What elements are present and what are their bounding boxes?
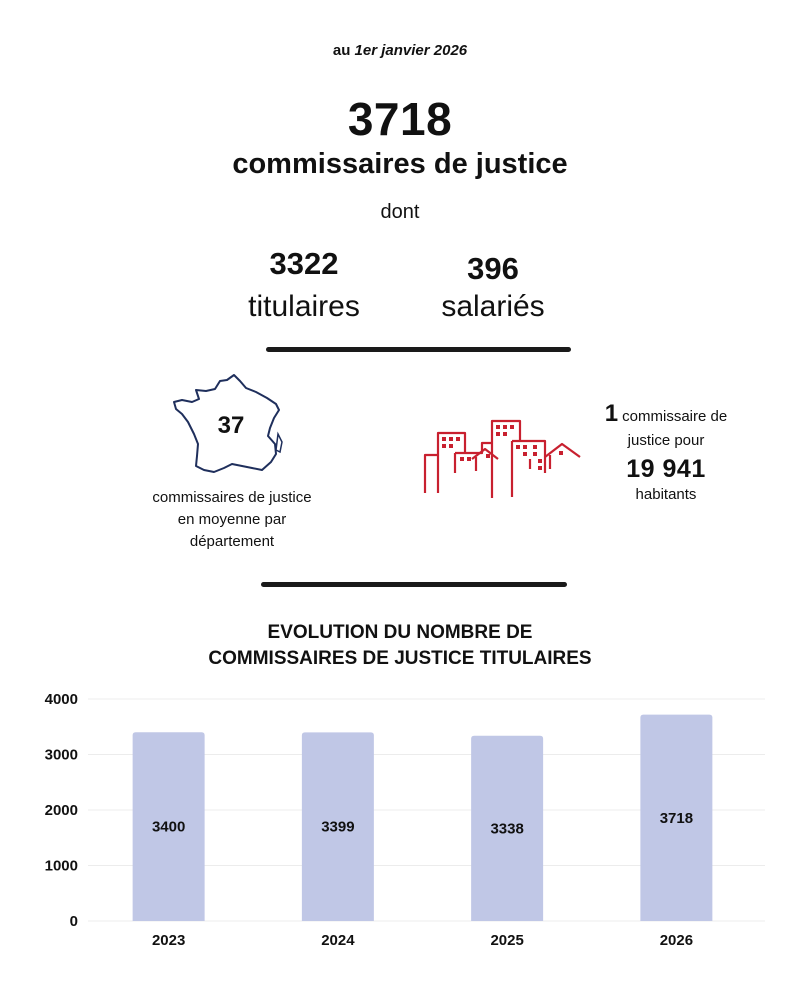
dont-label: dont	[380, 201, 420, 223]
y-tick-label: 4000	[45, 691, 78, 708]
bar	[640, 714, 713, 921]
x-tick-label: 2023	[152, 932, 185, 949]
ratio-unit: habitants	[635, 486, 697, 503]
avg-number: 37	[217, 412, 245, 439]
bar-chart: 0 1000 2000 3000 4000 3400 2023 3399 2024 3338 202…	[45, 691, 765, 949]
titulaires-number: 3322	[269, 246, 339, 281]
y-tick-label: 1000	[45, 858, 78, 875]
chart-title-line: EVOLUTION DU NOMBRE DE	[267, 622, 533, 643]
bar-data-label: 3399	[321, 819, 354, 836]
date-line: au 1er janvier 2026	[0, 42, 800, 59]
avg-label-line: en moyenne par	[177, 511, 287, 528]
ratio-population: 19 941	[626, 455, 706, 483]
bar-data-label: 3718	[660, 810, 693, 827]
x-tick-label: 2024	[321, 932, 355, 949]
chart-title-line: COMMISSAIRES DE JUSTICE TITULAIRES	[208, 648, 592, 669]
ratio-line-1: 1 commissaire de	[566, 402, 766, 429]
total-number: 3718	[347, 93, 453, 145]
divider-top	[266, 347, 571, 352]
bar	[301, 732, 374, 921]
avg-label: commissaires de justice en moyenne par d…	[122, 487, 342, 553]
bar	[132, 732, 205, 921]
bar-data-label: 3400	[152, 819, 185, 836]
total-label: commissaires de justice	[232, 148, 568, 180]
avg-label-line: département	[189, 533, 275, 550]
ratio-text: commissaire de	[622, 408, 728, 425]
y-tick-label: 0	[70, 913, 78, 930]
bar	[471, 735, 544, 921]
bar-data-label: 3338	[490, 820, 523, 837]
ratio-one: 1	[604, 400, 619, 427]
city-buildings-icon	[423, 419, 581, 498]
salaries-number: 396	[467, 251, 519, 286]
y-tick-label: 2000	[45, 802, 78, 819]
date-value: 1er janvier 2026	[354, 42, 468, 59]
titulaires-label: titulaires	[248, 290, 360, 323]
divider-bottom	[261, 582, 567, 587]
ratio-line-2: justice pour	[627, 432, 705, 449]
x-tick-label: 2025	[490, 932, 523, 949]
salaries-label: salariés	[441, 290, 545, 323]
avg-label-line: commissaires de justice	[152, 489, 312, 506]
france-map-icon	[173, 374, 283, 473]
y-tick-label: 3000	[45, 747, 78, 764]
ratio-box: 1 commissaire de justice pour 19 941 habi…	[566, 402, 766, 507]
x-tick-label: 2026	[660, 932, 693, 949]
chart-title: EVOLUTION DU NOMBRE DE COMMISSAIRES DE J…	[0, 620, 800, 672]
date-prefix: au	[332, 42, 351, 59]
